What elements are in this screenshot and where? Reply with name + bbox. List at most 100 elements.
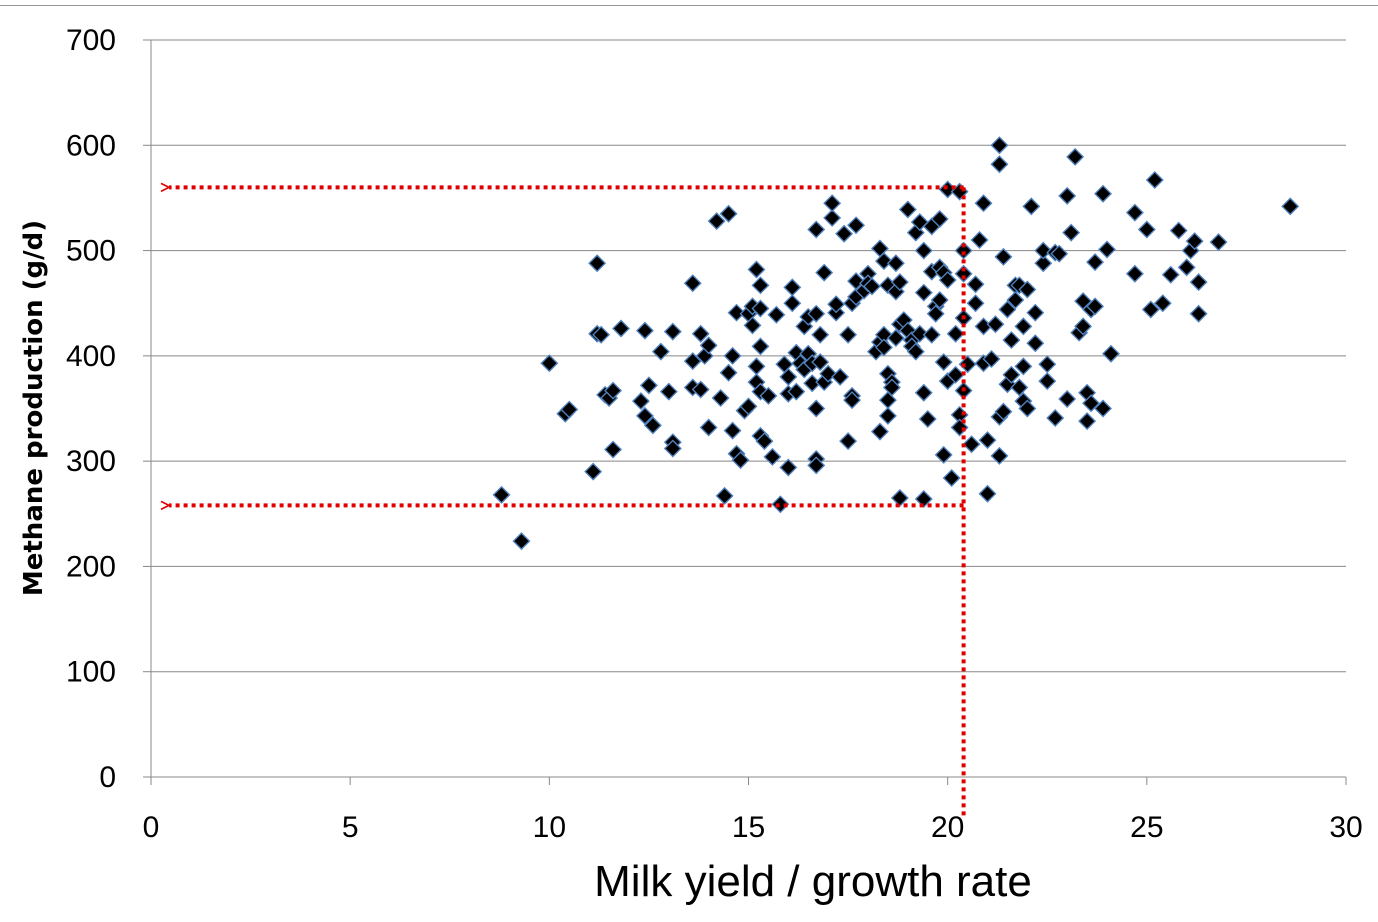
data-point — [1094, 399, 1113, 418]
data-point — [835, 224, 854, 243]
data-point — [970, 231, 989, 250]
data-point — [906, 342, 925, 361]
x-tick-labels: 0 5 10 15 20 25 30 — [143, 811, 1363, 844]
data-point — [1002, 365, 1021, 384]
data-point — [751, 299, 770, 318]
data-point — [1098, 240, 1116, 259]
data-point — [1185, 232, 1204, 251]
data-point — [699, 336, 718, 355]
data-point — [1078, 412, 1097, 431]
data-point — [604, 440, 623, 459]
y-tick-label-300: 300 — [66, 445, 116, 478]
x-tick-label-5: 5 — [342, 811, 359, 844]
data-point — [1050, 244, 1069, 263]
data-point — [639, 376, 658, 395]
data-point — [1058, 390, 1077, 409]
data-point — [1046, 408, 1065, 427]
data-point — [631, 392, 650, 411]
data-point — [763, 447, 782, 466]
data-point — [651, 342, 670, 361]
data-point — [1086, 297, 1105, 316]
data-point — [751, 276, 770, 295]
data-point — [874, 338, 893, 357]
data-point — [731, 451, 750, 470]
data-point — [719, 363, 738, 382]
data-point — [1022, 197, 1041, 216]
data-point — [787, 382, 806, 401]
data-point — [560, 400, 579, 419]
x-tick-label-15: 15 — [732, 811, 765, 844]
data-point — [966, 294, 985, 313]
x-axis-label: Milk yield / growth rate — [594, 857, 1032, 906]
data-point — [922, 325, 941, 344]
data-point — [783, 294, 802, 313]
data-point — [643, 416, 662, 435]
data-point — [954, 264, 973, 283]
data-point — [946, 324, 965, 343]
data-point — [831, 367, 850, 386]
data-point — [847, 272, 866, 291]
data-point — [807, 399, 826, 418]
data-points — [492, 136, 1300, 551]
data-point — [683, 274, 702, 293]
data-point — [584, 462, 603, 481]
data-point — [914, 383, 933, 402]
data-point — [807, 220, 826, 239]
data-point — [492, 485, 511, 504]
data-point — [759, 386, 778, 405]
data-point — [512, 532, 531, 551]
data-point — [954, 241, 973, 260]
data-point — [938, 271, 957, 290]
data-point — [588, 254, 607, 273]
data-point — [886, 254, 905, 273]
data-point — [974, 194, 993, 213]
data-point — [827, 295, 846, 314]
data-point — [926, 304, 945, 323]
data-point — [779, 458, 798, 477]
x-tick-label-0: 0 — [143, 811, 160, 844]
data-point — [1010, 276, 1029, 295]
y-tick-label-200: 200 — [66, 550, 116, 583]
data-point — [1141, 300, 1160, 319]
data-point — [890, 489, 909, 507]
data-point — [862, 277, 881, 296]
data-point — [962, 435, 981, 454]
data-point — [755, 432, 774, 451]
data-point — [1018, 399, 1037, 418]
data-point — [930, 209, 949, 228]
data-point — [1153, 294, 1172, 313]
data-point — [898, 200, 917, 219]
data-point — [914, 283, 933, 302]
data-point — [711, 388, 730, 407]
gridlines — [151, 39, 1346, 673]
data-point — [727, 303, 746, 322]
data-point — [811, 325, 830, 344]
y-tick-label-0: 0 — [99, 761, 116, 794]
data-point — [1074, 317, 1093, 336]
data-point — [914, 241, 933, 260]
data-point — [1002, 331, 1021, 350]
data-point — [807, 304, 826, 323]
axes — [143, 39, 1347, 785]
data-point — [839, 432, 858, 451]
data-point — [1038, 355, 1057, 374]
data-point — [1026, 303, 1045, 322]
data-point — [604, 381, 623, 400]
data-point — [663, 322, 682, 341]
data-point — [719, 204, 738, 223]
data-point — [918, 410, 937, 429]
data-point — [1125, 203, 1144, 222]
data-point — [870, 422, 889, 441]
data-point — [823, 194, 842, 213]
data-point — [1086, 253, 1105, 272]
y-tick-label-700: 700 — [66, 24, 116, 57]
data-point — [1034, 241, 1053, 260]
y-axis-label: Methane production (g/d) — [19, 220, 49, 596]
data-point — [683, 352, 702, 371]
data-point — [847, 216, 866, 235]
x-tick-label-10: 10 — [533, 811, 566, 844]
data-point — [540, 354, 559, 373]
data-point — [1101, 344, 1120, 363]
x-tick-label-20: 20 — [931, 811, 964, 844]
data-point — [934, 445, 953, 464]
